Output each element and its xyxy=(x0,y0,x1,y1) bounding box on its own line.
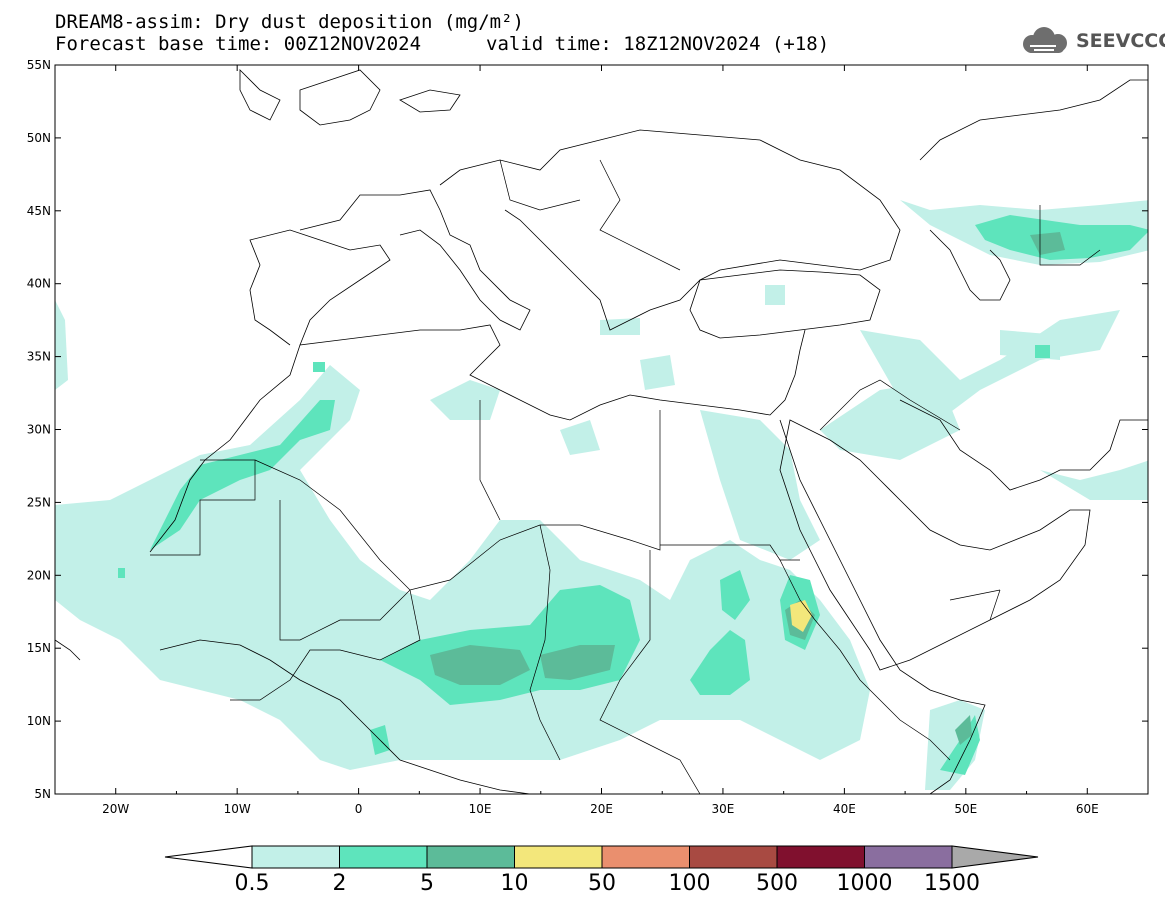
colorbar-label: 5 xyxy=(420,871,434,896)
colorbar-label: 10 xyxy=(501,871,529,896)
lon-tick-label: 30E xyxy=(712,802,735,816)
colorbar-segment xyxy=(340,846,428,868)
lat-tick-label: 15N xyxy=(27,641,51,655)
colorbar-label: 100 xyxy=(669,871,711,896)
lon-tick-label: 40E xyxy=(833,802,856,816)
lat-tick-label: 5N xyxy=(34,787,51,801)
lon-tick-label: 50E xyxy=(954,802,977,816)
colorbar-segment xyxy=(690,846,778,868)
lat-tick-label: 45N xyxy=(27,204,51,218)
colorbar-segment xyxy=(515,846,603,868)
colorbar-segment xyxy=(602,846,690,868)
lat-tick-label: 25N xyxy=(27,495,51,509)
lon-tick-label: 10E xyxy=(469,802,492,816)
lon-tick-label: 0 xyxy=(355,802,363,816)
colorbar-segment xyxy=(252,846,340,868)
colorbar: 0.5 2 5 10 50 100 500 1000 1500 xyxy=(165,846,1038,896)
colorbar-under-triangle xyxy=(165,846,252,868)
lat-tick-label: 20N xyxy=(27,568,51,582)
lat-tick-label: 35N xyxy=(27,350,51,364)
colorbar-over-triangle xyxy=(952,846,1038,868)
colorbar-label: 2 xyxy=(333,871,347,896)
colorbar-segment xyxy=(865,846,953,868)
lon-tick-label: 20E xyxy=(590,802,613,816)
lat-tick-label: 50N xyxy=(27,131,51,145)
lat-tick-label: 40N xyxy=(27,277,51,291)
lon-tick-label: 60E xyxy=(1076,802,1099,816)
colorbar-segment xyxy=(777,846,865,868)
colorbar-segment xyxy=(427,846,515,868)
colorbar-label: 0.5 xyxy=(235,871,270,896)
lat-tick-label: 55N xyxy=(27,58,51,72)
colorbar-label: 1000 xyxy=(837,871,893,896)
colorbar-label: 1500 xyxy=(924,871,980,896)
colorbar-label: 500 xyxy=(756,871,798,896)
colorbar-label: 50 xyxy=(588,871,616,896)
lat-tick-label: 30N xyxy=(27,423,51,437)
lon-tick-label: 10W xyxy=(224,802,251,816)
lat-tick-label: 10N xyxy=(27,714,51,728)
lon-tick-label: 20W xyxy=(102,802,129,816)
